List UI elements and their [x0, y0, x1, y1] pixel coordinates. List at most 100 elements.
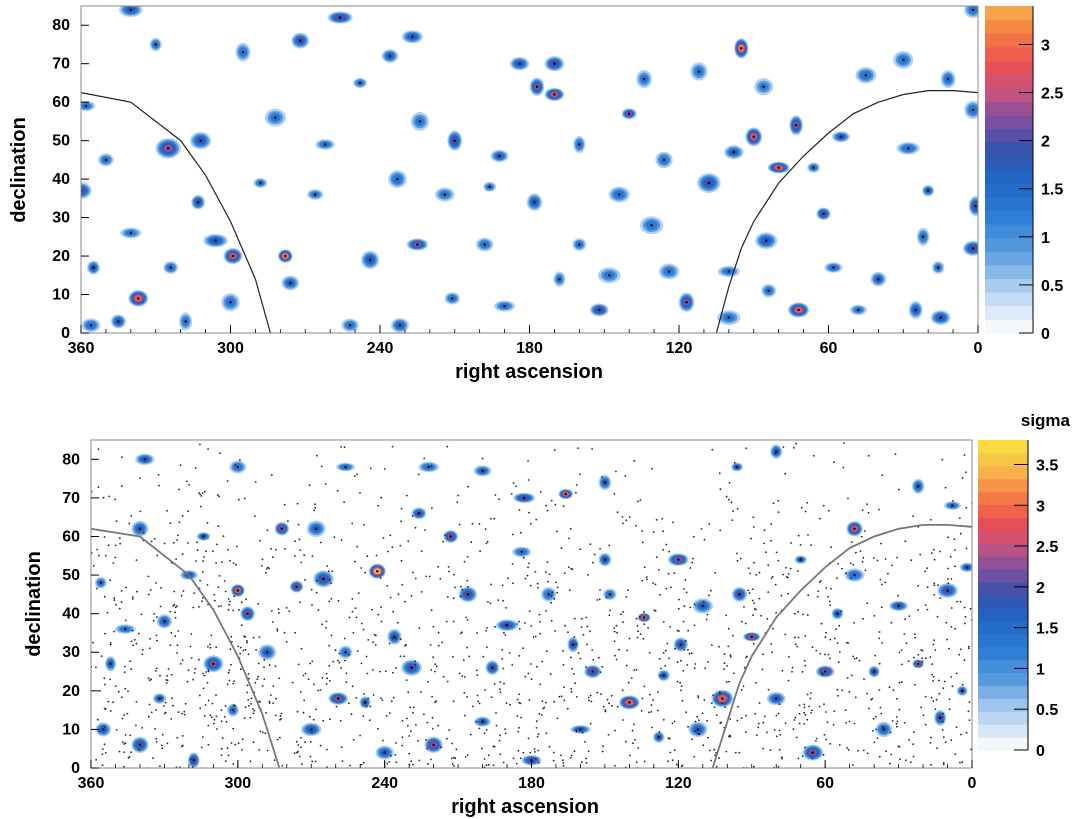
event-marker [273, 759, 276, 761]
y-tick-label: 40 [62, 606, 80, 623]
event-marker [340, 667, 342, 669]
event-marker [867, 511, 870, 514]
event-marker [806, 614, 809, 616]
event-marker [118, 607, 121, 610]
event-marker [581, 731, 584, 734]
event-marker [410, 594, 413, 597]
event-marker [652, 699, 654, 701]
event-marker [881, 474, 883, 477]
event-marker [379, 577, 382, 579]
event-marker [680, 685, 683, 688]
event-marker [452, 700, 455, 703]
event-marker [958, 653, 960, 656]
event-marker [403, 655, 405, 658]
event-marker [529, 663, 532, 665]
event-marker [553, 93, 556, 96]
event-marker [215, 562, 218, 564]
event-marker [586, 625, 589, 628]
event-marker [217, 586, 220, 589]
event-marker [727, 645, 730, 648]
event-marker [392, 610, 395, 613]
event-marker [536, 665, 538, 668]
event-marker [332, 660, 335, 663]
event-marker [358, 81, 362, 85]
event-marker [965, 471, 967, 474]
event-marker [751, 588, 754, 590]
event-marker [169, 610, 172, 613]
event-marker [103, 725, 106, 728]
event-marker [315, 591, 318, 594]
event-marker [921, 660, 924, 663]
x-tick-label: 360 [78, 775, 105, 792]
event-marker [212, 662, 215, 666]
event-marker [599, 547, 601, 550]
event-marker [676, 680, 679, 683]
event-marker [453, 573, 455, 576]
event-marker [843, 442, 845, 444]
event-marker [420, 691, 422, 693]
colorbar-band [985, 6, 1033, 21]
event-marker [939, 316, 942, 319]
event-marker [854, 696, 857, 699]
event-marker [793, 446, 795, 449]
event-marker [466, 619, 469, 621]
event-marker [302, 711, 305, 714]
event-marker [650, 223, 653, 227]
event-marker [537, 761, 540, 764]
event-marker [878, 631, 881, 633]
event-marker [706, 613, 709, 616]
event-marker [670, 586, 672, 589]
event-marker [626, 649, 629, 652]
event-marker [668, 550, 670, 553]
event-marker [109, 662, 112, 666]
event-marker [466, 593, 470, 596]
event-marker [388, 54, 392, 58]
event-marker [147, 575, 150, 578]
event-marker [235, 563, 238, 566]
event-marker [205, 671, 208, 673]
heatmap-blob [152, 693, 167, 704]
event-marker [841, 689, 843, 692]
event-marker [274, 714, 277, 717]
event-marker [662, 718, 665, 721]
event-marker [437, 724, 440, 727]
event-marker [234, 704, 236, 707]
event-marker [664, 664, 667, 667]
event-marker [113, 597, 116, 600]
event-marker [770, 643, 773, 645]
event-marker [642, 77, 646, 81]
colorbar-band [985, 142, 1033, 157]
event-marker [243, 717, 246, 719]
event-marker [247, 673, 250, 675]
event-marker [243, 497, 246, 500]
event-marker [382, 537, 385, 539]
event-marker [932, 675, 935, 678]
event-marker [393, 635, 396, 639]
event-marker [827, 595, 830, 598]
event-marker [554, 503, 557, 506]
colorbar-band [978, 569, 1028, 583]
event-marker [677, 558, 680, 561]
event-marker [874, 654, 877, 657]
event-marker [685, 591, 688, 594]
event-marker [484, 528, 487, 530]
event-marker [616, 631, 618, 634]
event-marker [932, 643, 935, 646]
event-marker [179, 662, 182, 665]
event-marker [518, 627, 521, 630]
event-marker [337, 659, 339, 662]
colorbar-tick-label: 2 [1036, 580, 1045, 597]
event-marker [363, 523, 365, 526]
event-marker [530, 625, 533, 627]
event-marker [573, 750, 576, 753]
event-marker [351, 685, 354, 688]
event-marker [534, 571, 537, 573]
event-marker [702, 744, 705, 747]
event-marker [207, 645, 209, 648]
event-marker [604, 710, 607, 713]
top-x-axis: 360 300 240 180 120 60 0 [68, 325, 983, 357]
event-marker [182, 590, 185, 592]
event-marker [527, 737, 530, 740]
event-marker [103, 707, 106, 710]
event-marker [120, 601, 123, 604]
